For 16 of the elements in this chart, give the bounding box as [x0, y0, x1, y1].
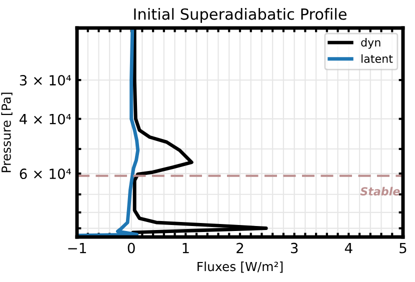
x-tick-label: 3	[290, 242, 298, 254]
x-tick-label: 5	[400, 242, 406, 254]
legend-label: dyn	[361, 38, 380, 49]
x-tick-label: 0	[128, 242, 135, 254]
x-tick-label: −1	[68, 242, 86, 254]
x-axis-title: Fluxes [W/m²]	[198, 262, 283, 273]
x-tick-label: 4	[344, 242, 352, 254]
y-tick-label: 3 × 10⁴	[20, 75, 72, 86]
legend-label: latent	[362, 54, 393, 63]
ref-line-label: Stable	[360, 186, 400, 196]
y-tick-label: 6 × 10⁴	[20, 168, 72, 180]
y-tick-label: 4 × 10⁴	[20, 114, 72, 124]
x-tick-label: 2	[236, 242, 244, 254]
y-axis-title: Pressure [Pa]	[1, 92, 12, 172]
chart-title: Initial Superadiabatic Profile	[134, 8, 346, 23]
x-tick-label: 1	[182, 242, 189, 254]
